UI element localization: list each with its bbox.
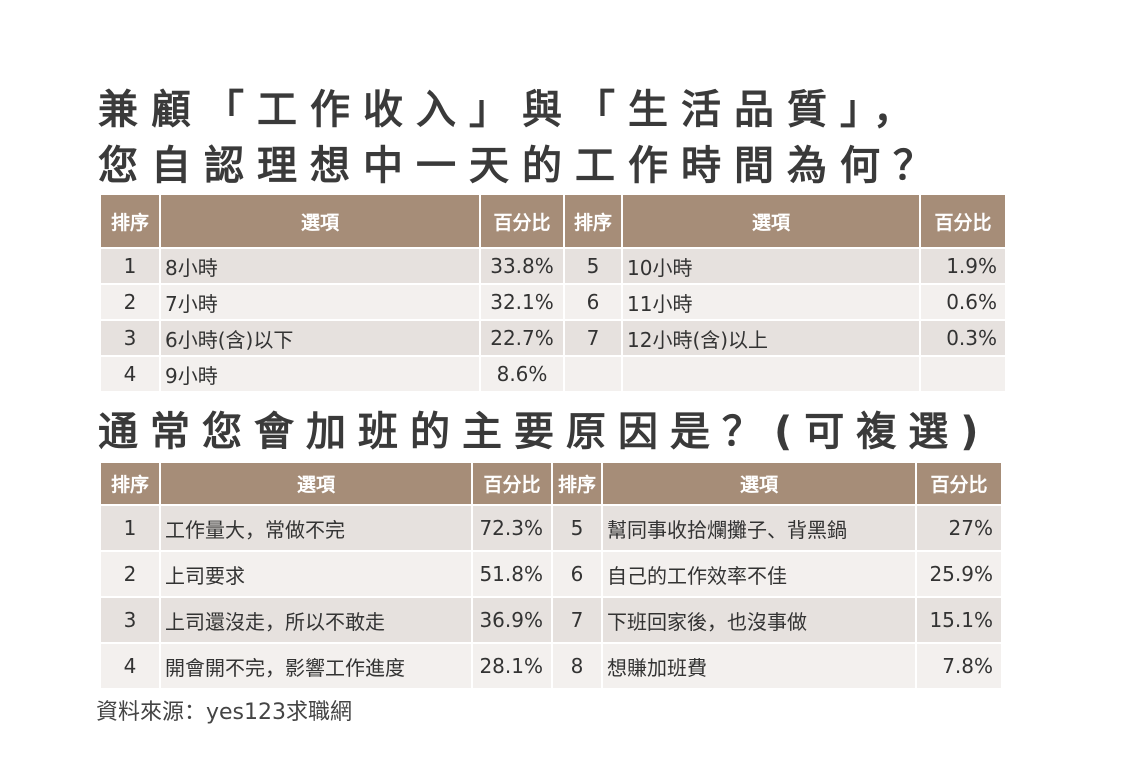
rank-cell: 8 [553, 644, 601, 688]
table-row: 1 工作量大，常做不完 72.3% 5 幫同事收拾爛攤子、背黑鍋 27% [101, 506, 1001, 550]
rank-cell: 7 [553, 598, 601, 642]
option-cell: 12小時(含)以上 [623, 321, 919, 355]
percent-cell: 36.9% [473, 598, 551, 642]
percent-cell: 28.1% [473, 644, 551, 688]
option-cell: 下班回家後，也沒事做 [603, 598, 915, 642]
option-cell: 8小時 [161, 249, 479, 283]
percent-cell: 22.7% [481, 321, 563, 355]
percent-cell: 25.9% [917, 552, 1001, 596]
option-cell: 11小時 [623, 285, 919, 319]
percent-cell: 0.6% [921, 285, 1005, 319]
percent-cell: 51.8% [473, 552, 551, 596]
table-header-row: 排序 選項 百分比 排序 選項 百分比 [101, 463, 1001, 504]
option-cell: 上司要求 [161, 552, 471, 596]
option-cell: 9小時 [161, 357, 479, 391]
header-percent: 百分比 [481, 195, 563, 247]
header-option: 選項 [161, 463, 471, 504]
table2-title: 通常您會加班的主要原因是？(可複選) [98, 409, 991, 455]
percent-cell: 33.8% [481, 249, 563, 283]
rank-cell: 1 [101, 506, 159, 550]
rank-cell: 4 [101, 644, 159, 688]
header-option: 選項 [603, 463, 915, 504]
option-cell [623, 357, 919, 391]
rank-cell: 2 [101, 285, 159, 319]
rank-cell [565, 357, 621, 391]
option-cell: 7小時 [161, 285, 479, 319]
header-percent: 百分比 [473, 463, 551, 504]
option-cell: 6小時(含)以下 [161, 321, 479, 355]
percent-cell: 1.9% [921, 249, 1005, 283]
percent-cell: 8.6% [481, 357, 563, 391]
table-header-row: 排序 選項 百分比 排序 選項 百分比 [101, 195, 1005, 247]
header-rank: 排序 [565, 195, 621, 247]
option-cell: 10小時 [623, 249, 919, 283]
header-percent: 百分比 [921, 195, 1005, 247]
rank-cell: 3 [101, 598, 159, 642]
overtime-reasons-table: 排序 選項 百分比 排序 選項 百分比 1 工作量大，常做不完 72.3% 5 幫同事收… [99, 461, 1003, 690]
rank-cell: 5 [553, 506, 601, 550]
rank-cell: 6 [553, 552, 601, 596]
table-row: 4 開會開不完，影響工作進度 28.1% 8 想賺加班費 7.8% [101, 644, 1001, 688]
header-rank: 排序 [553, 463, 601, 504]
header-rank: 排序 [101, 195, 159, 247]
table1-title-line1: 兼顧「工作收入」與「生活品質」， [98, 87, 926, 133]
table-row: 3 上司還沒走，所以不敢走 36.9% 7 下班回家後，也沒事做 15.1% [101, 598, 1001, 642]
option-cell: 工作量大，常做不完 [161, 506, 471, 550]
header-option: 選項 [623, 195, 919, 247]
percent-cell: 72.3% [473, 506, 551, 550]
option-cell: 開會開不完，影響工作進度 [161, 644, 471, 688]
rank-cell: 6 [565, 285, 621, 319]
percent-cell: 15.1% [917, 598, 1001, 642]
table-row: 4 9小時 8.6% [101, 357, 1005, 391]
rank-cell: 2 [101, 552, 159, 596]
rank-cell: 1 [101, 249, 159, 283]
table-row: 3 6小時(含)以下 22.7% 7 12小時(含)以上 0.3% [101, 321, 1005, 355]
percent-cell: 0.3% [921, 321, 1005, 355]
rank-cell: 5 [565, 249, 621, 283]
table-row: 2 7小時 32.1% 6 11小時 0.6% [101, 285, 1005, 319]
table-row: 1 8小時 33.8% 5 10小時 1.9% [101, 249, 1005, 283]
option-cell: 想賺加班費 [603, 644, 915, 688]
rank-cell: 7 [565, 321, 621, 355]
rank-cell: 3 [101, 321, 159, 355]
work-hours-table: 排序 選項 百分比 排序 選項 百分比 1 8小時 33.8% 5 10小時 1.9% 2 7… [99, 193, 1007, 393]
header-rank: 排序 [101, 463, 159, 504]
data-source-note: 資料來源：yes123求職網 [96, 700, 353, 725]
rank-cell: 4 [101, 357, 159, 391]
percent-cell: 32.1% [481, 285, 563, 319]
header-option: 選項 [161, 195, 479, 247]
header-percent: 百分比 [917, 463, 1001, 504]
percent-cell: 27% [917, 506, 1001, 550]
table-row: 2 上司要求 51.8% 6 自己的工作效率不佳 25.9% [101, 552, 1001, 596]
percent-cell [921, 357, 1005, 391]
option-cell: 自己的工作效率不佳 [603, 552, 915, 596]
table1-title-line2: 您自認理想中一天的工作時間為何？ [98, 143, 946, 189]
option-cell: 幫同事收拾爛攤子、背黑鍋 [603, 506, 915, 550]
percent-cell: 7.8% [917, 644, 1001, 688]
option-cell: 上司還沒走，所以不敢走 [161, 598, 471, 642]
